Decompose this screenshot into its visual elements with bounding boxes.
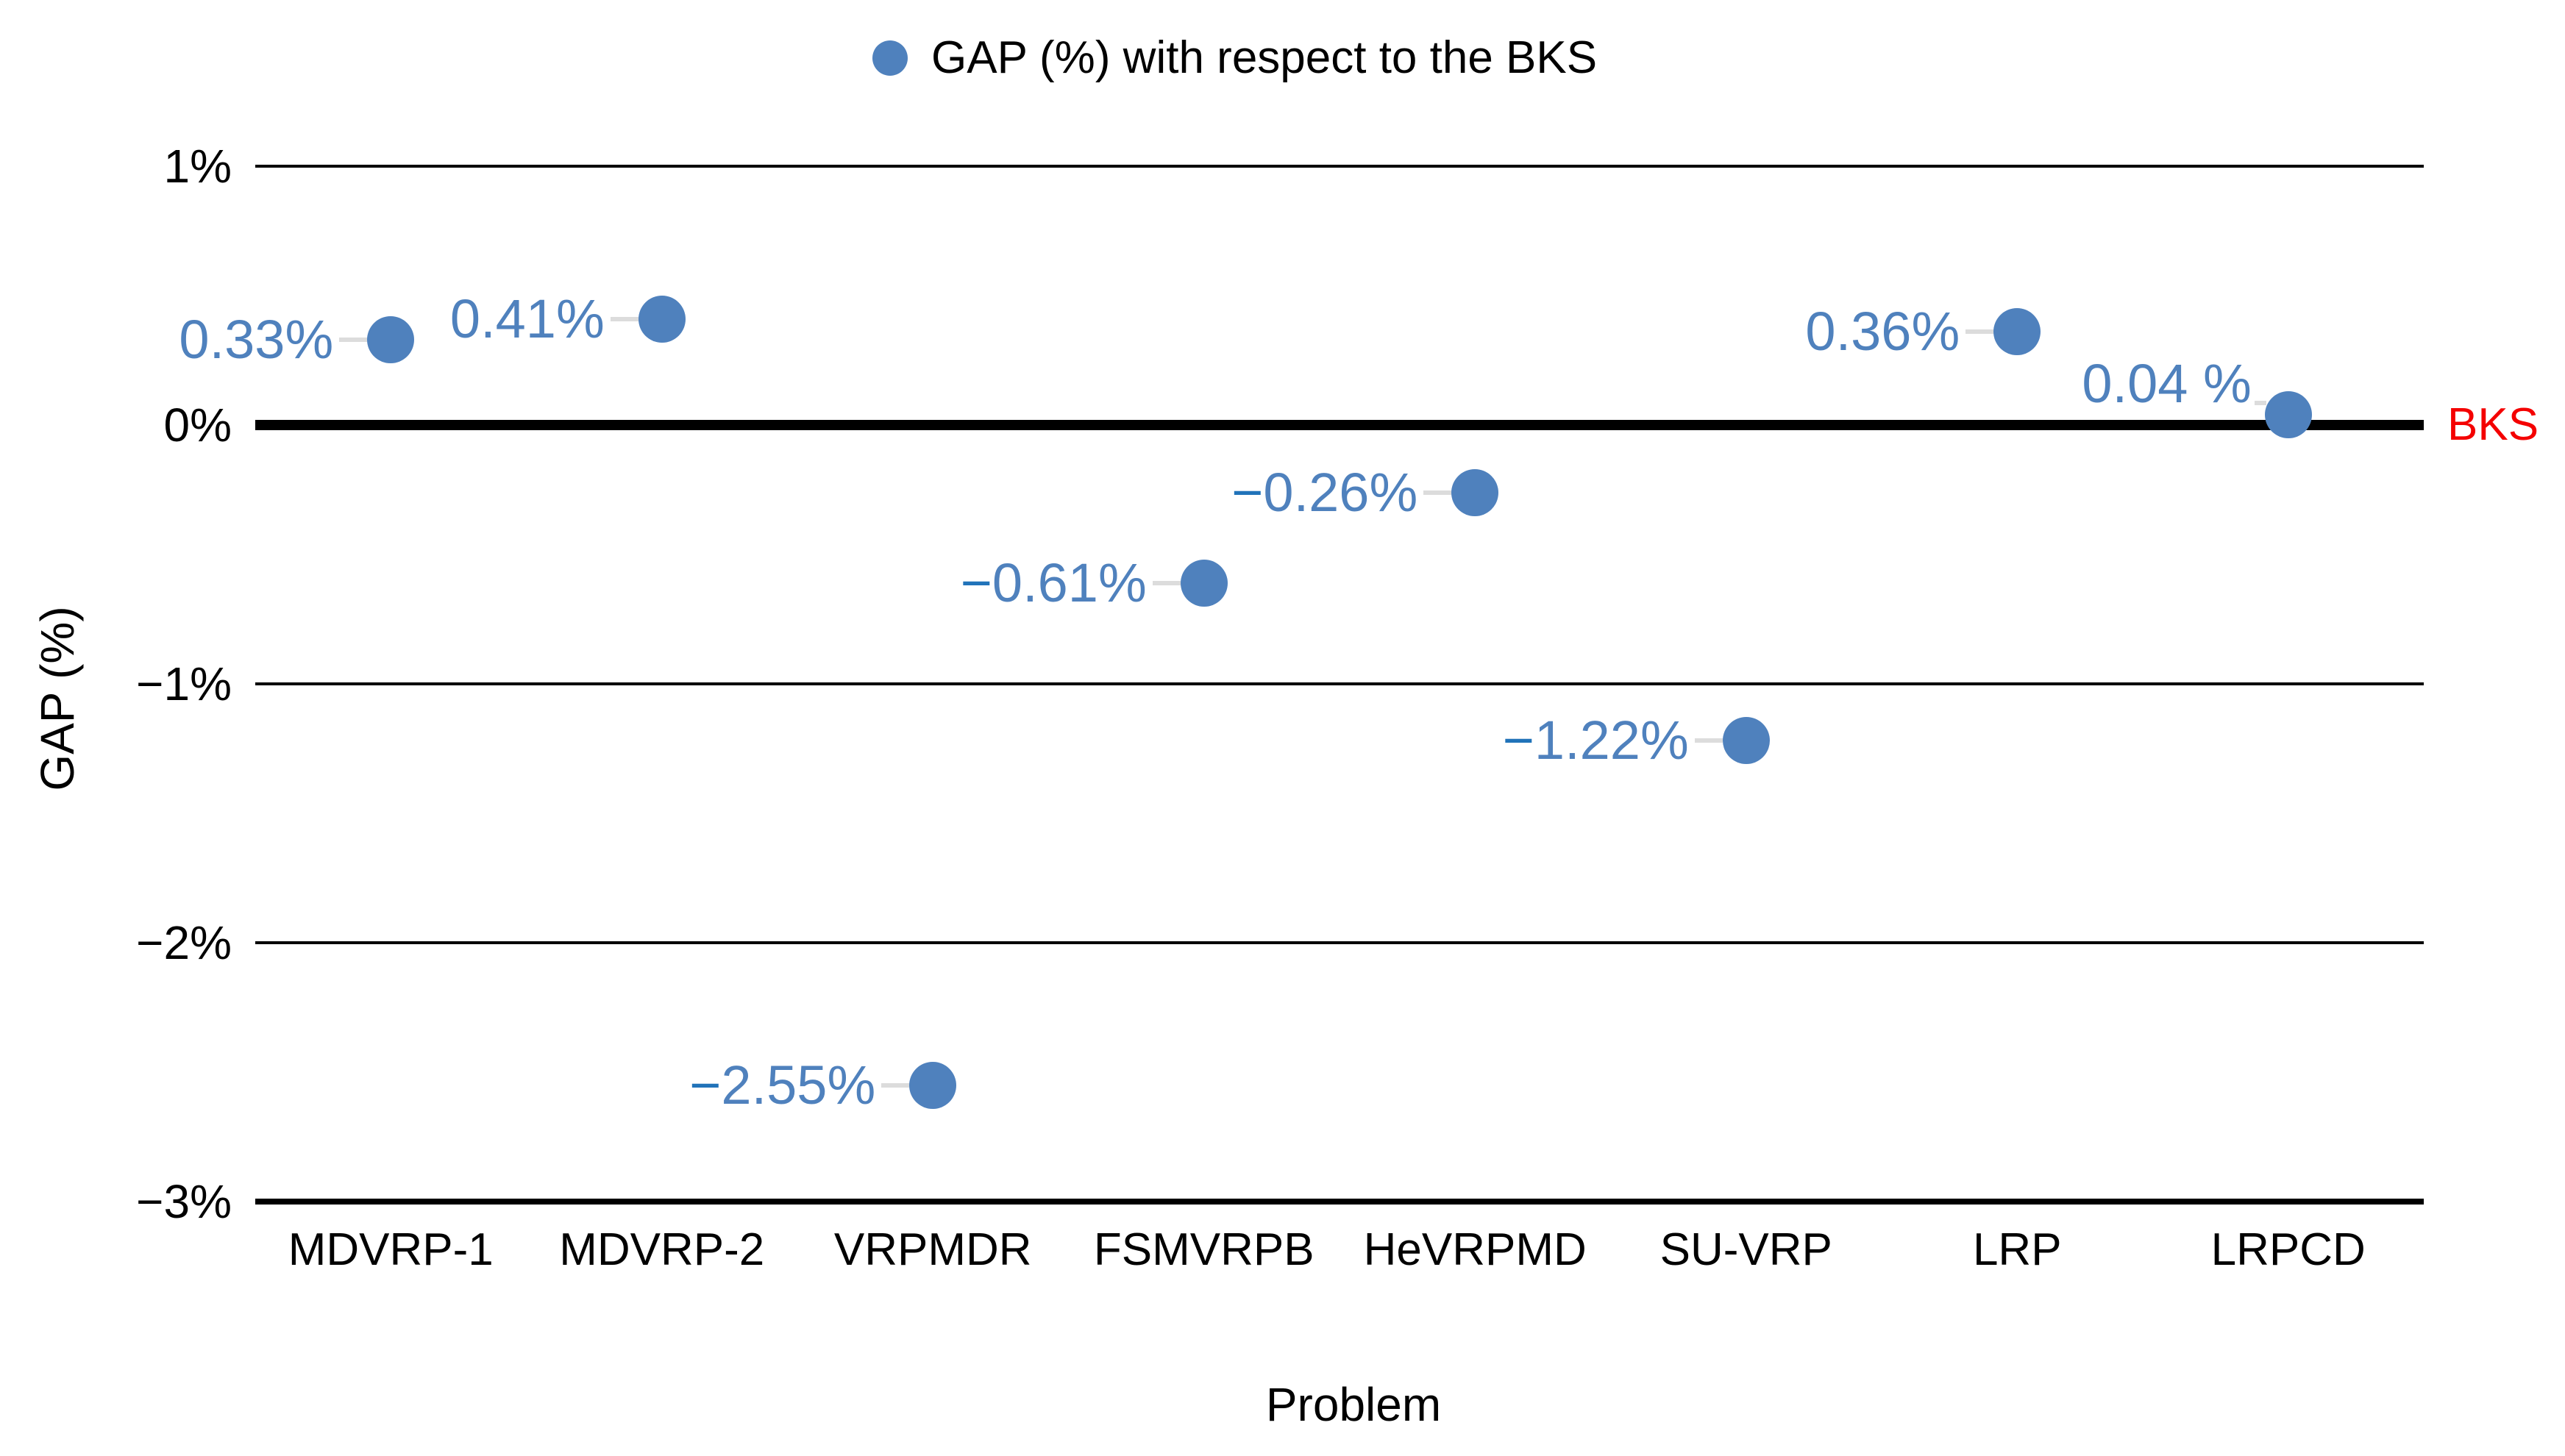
legend: GAP (%) with respect to the BKS — [872, 32, 1597, 85]
leader-line — [1152, 580, 1181, 585]
x-category-label: MDVRP-1 — [288, 1224, 494, 1275]
data-point-label: −0.61% — [960, 552, 1147, 613]
data-point — [1451, 468, 1499, 516]
data-point-label: 0.04 % — [2082, 352, 2252, 414]
minus-sign: − — [960, 552, 992, 613]
data-point-label: −2.55% — [689, 1054, 876, 1116]
data-point — [1722, 717, 1770, 765]
x-category-label: SU-VRP — [1659, 1224, 1832, 1275]
leader-line — [1423, 490, 1452, 495]
gridline — [255, 165, 2424, 168]
x-category-label: MDVRP-2 — [559, 1224, 765, 1275]
x-category-label: LRP — [1972, 1224, 2062, 1275]
bks-label: BKS — [2447, 399, 2539, 450]
legend-marker-icon — [872, 40, 908, 76]
legend-label: GAP (%) with respect to the BKS — [931, 32, 1598, 83]
y-tick-label: −3% — [136, 1175, 232, 1228]
data-point — [1180, 559, 1228, 607]
gridline — [255, 682, 2424, 685]
y-tick-label: −1% — [136, 657, 232, 710]
leader-line — [881, 1082, 910, 1088]
bks-zero-line — [255, 420, 2424, 430]
data-point — [367, 315, 415, 363]
data-point-label: −1.22% — [1502, 710, 1689, 771]
leader-line — [1694, 738, 1723, 743]
x-category-label: FSMVRPB — [1093, 1224, 1314, 1275]
x-category-label: VRPMDR — [833, 1224, 1032, 1275]
data-point-label: −0.26% — [1231, 461, 1418, 523]
minus-sign: − — [1502, 710, 1534, 771]
leader-line — [610, 316, 638, 321]
gridline — [255, 941, 2424, 944]
data-point — [1993, 308, 2041, 356]
minus-sign: − — [689, 1054, 722, 1116]
data-point — [638, 295, 686, 343]
data-point — [2264, 390, 2312, 438]
x-axis-line — [255, 1199, 2424, 1205]
x-category-label: LRPCD — [2210, 1224, 2366, 1275]
data-point — [909, 1061, 957, 1109]
leader-line — [1965, 329, 1994, 335]
leader-line — [339, 337, 368, 342]
minus-sign: − — [1231, 461, 1264, 523]
y-tick-label: −2% — [136, 916, 232, 969]
data-point-label: 0.33% — [179, 308, 334, 370]
y-tick-label: 1% — [163, 140, 232, 193]
x-axis-title: Problem — [1265, 1378, 1442, 1431]
leader-line — [2254, 400, 2266, 405]
y-tick-label: 0% — [163, 399, 232, 452]
data-point-label: 0.36% — [1805, 301, 1960, 363]
data-point-label: 0.41% — [449, 288, 605, 349]
x-category-label: HeVRPMD — [1363, 1224, 1587, 1275]
